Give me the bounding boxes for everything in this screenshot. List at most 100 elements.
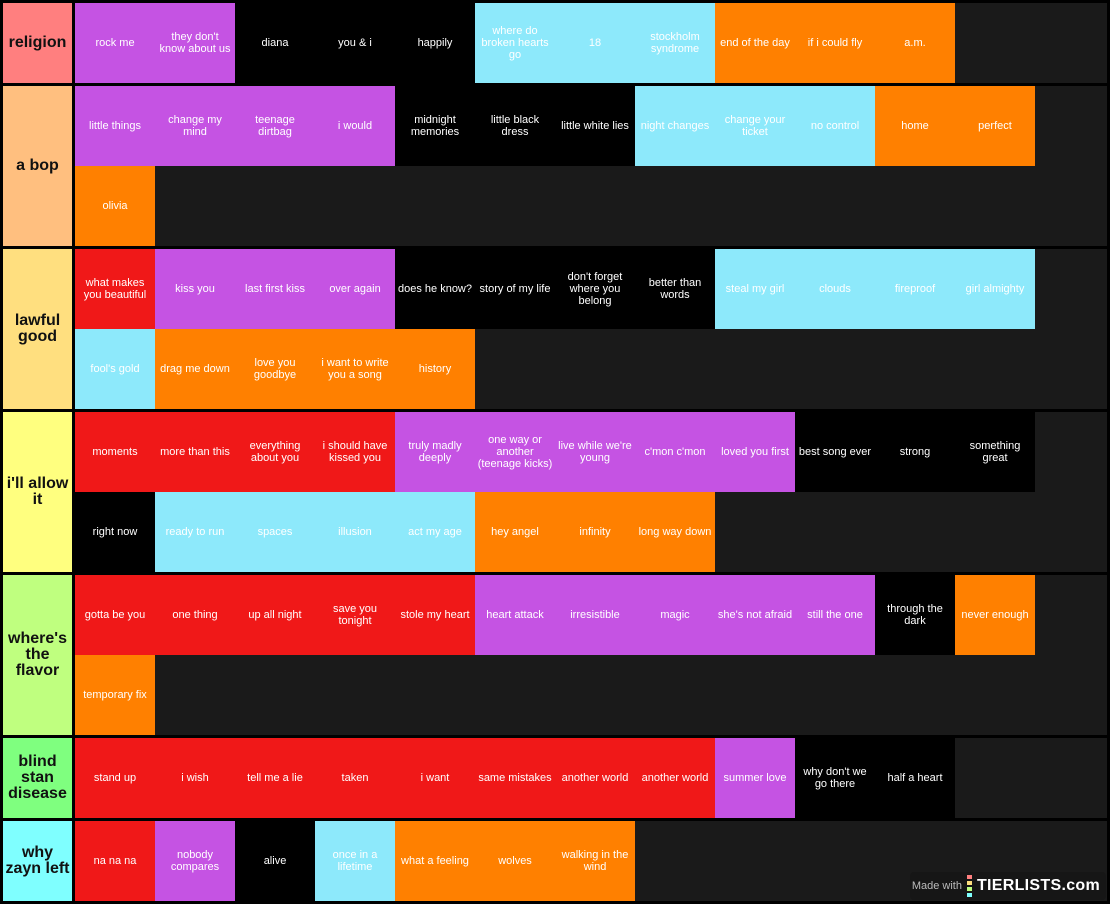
tier-item-card[interactable]: c'mon c'mon [635, 412, 715, 492]
tier-item-card[interactable]: 18 [555, 3, 635, 83]
tier-item-card[interactable]: i would [315, 86, 395, 166]
tier-item-card[interactable]: summer love [715, 738, 795, 818]
tier-item-card[interactable]: irresistible [555, 575, 635, 655]
tier-label[interactable]: i'll allow it [3, 412, 72, 572]
tier-label[interactable]: a bop [3, 86, 72, 246]
tier-item-card[interactable]: infinity [555, 492, 635, 572]
tier-item-card[interactable]: steal my girl [715, 249, 795, 329]
tier-item-card[interactable]: a.m. [875, 3, 955, 83]
tier-item-card[interactable]: i should have kissed you [315, 412, 395, 492]
tier-item-card[interactable]: same mistakes [475, 738, 555, 818]
tier-item-card[interactable]: best song ever [795, 412, 875, 492]
tier-item-card[interactable]: i wish [155, 738, 235, 818]
tier-item-card[interactable]: everything about you [235, 412, 315, 492]
tier-item-card[interactable]: little things [75, 86, 155, 166]
tier-item-card[interactable]: i want [395, 738, 475, 818]
tier-item-card[interactable]: one thing [155, 575, 235, 655]
tier-item-card[interactable]: love you goodbye [235, 329, 315, 409]
tier-item-card[interactable]: na na na [75, 821, 155, 901]
tier-item-card[interactable]: story of my life [475, 249, 555, 329]
tier-item-card[interactable]: nobody compares [155, 821, 235, 901]
tier-item-card[interactable]: night changes [635, 86, 715, 166]
tier-item-card[interactable]: home [875, 86, 955, 166]
tier-item-card[interactable]: does he know? [395, 249, 475, 329]
tier-item-card[interactable]: diana [235, 3, 315, 83]
tier-item-card[interactable]: half a heart [875, 738, 955, 818]
tier-item-card[interactable]: why don't we go there [795, 738, 875, 818]
tier-item-card[interactable]: end of the day [715, 3, 795, 83]
tier-item-card[interactable]: moments [75, 412, 155, 492]
tier-item-card[interactable]: wolves [475, 821, 555, 901]
tier-item-card[interactable]: they don't know about us [155, 3, 235, 83]
tier-item-card[interactable]: stole my heart [395, 575, 475, 655]
tier-item-card[interactable]: live while we're young [555, 412, 635, 492]
tier-item-card[interactable]: change my mind [155, 86, 235, 166]
made-with-badge[interactable]: Made with TIERLISTS.com [910, 872, 1106, 900]
tier-item-card[interactable]: loved you first [715, 412, 795, 492]
tier-item-card[interactable]: act my age [395, 492, 475, 572]
tier-item-card[interactable]: olivia [75, 166, 155, 246]
tier-item-card[interactable]: alive [235, 821, 315, 901]
tier-item-card[interactable]: up all night [235, 575, 315, 655]
tier-item-card[interactable]: still the one [795, 575, 875, 655]
tier-item-card[interactable]: better than words [635, 249, 715, 329]
tier-item-card[interactable]: through the dark [875, 575, 955, 655]
tier-item-card[interactable]: tell me a lie [235, 738, 315, 818]
tier-item-card[interactable]: fool's gold [75, 329, 155, 409]
tier-item-card[interactable]: long way down [635, 492, 715, 572]
tier-item-card[interactable]: never enough [955, 575, 1035, 655]
tier-item-card[interactable]: little black dress [475, 86, 555, 166]
tier-item-card[interactable]: once in a lifetime [315, 821, 395, 901]
tier-item-card[interactable]: what a feeling [395, 821, 475, 901]
tier-item-card[interactable]: one way or another (teenage kicks) [475, 412, 555, 492]
tier-item-card[interactable]: happily [395, 3, 475, 83]
tier-item-card[interactable]: spaces [235, 492, 315, 572]
tier-label[interactable]: where's the flavor [3, 575, 72, 735]
tier-item-card[interactable]: heart attack [475, 575, 555, 655]
tier-item-card[interactable]: more than this [155, 412, 235, 492]
tier-item-card[interactable]: another world [555, 738, 635, 818]
tier-label[interactable]: lawful good [3, 249, 72, 409]
tier-item-card[interactable]: clouds [795, 249, 875, 329]
tier-item-card[interactable]: ready to run [155, 492, 235, 572]
tier-item-card[interactable]: something great [955, 412, 1035, 492]
tier-item-card[interactable]: rock me [75, 3, 155, 83]
tier-item-card[interactable]: last first kiss [235, 249, 315, 329]
tier-item-card[interactable]: right now [75, 492, 155, 572]
tier-label[interactable]: blind stan disease [3, 738, 72, 818]
tier-item-card[interactable]: kiss you [155, 249, 235, 329]
tier-item-card[interactable]: midnight memories [395, 86, 475, 166]
tier-item-card[interactable]: girl almighty [955, 249, 1035, 329]
tier-item-card[interactable]: over again [315, 249, 395, 329]
tier-item-card[interactable]: if i could fly [795, 3, 875, 83]
tier-item-card[interactable]: no control [795, 86, 875, 166]
tier-item-card[interactable]: fireproof [875, 249, 955, 329]
tier-item-card[interactable]: drag me down [155, 329, 235, 409]
tier-label[interactable]: why zayn left [3, 821, 72, 901]
tier-item-card[interactable]: what makes you beautiful [75, 249, 155, 329]
tier-item-card[interactable]: stand up [75, 738, 155, 818]
tier-item-card[interactable]: magic [635, 575, 715, 655]
tier-item-card[interactable]: strong [875, 412, 955, 492]
tier-item-card[interactable]: temporary fix [75, 655, 155, 735]
tier-item-card[interactable]: taken [315, 738, 395, 818]
tier-item-card[interactable]: walking in the wind [555, 821, 635, 901]
tier-item-card[interactable]: you & i [315, 3, 395, 83]
tier-item-card[interactable]: teenage dirtbag [235, 86, 315, 166]
tier-item-card[interactable]: stockholm syndrome [635, 3, 715, 83]
tier-item-card[interactable]: where do broken hearts go [475, 3, 555, 83]
tier-item-card[interactable]: i want to write you a song [315, 329, 395, 409]
tier-item-card[interactable]: illusion [315, 492, 395, 572]
tier-item-card[interactable]: she's not afraid [715, 575, 795, 655]
tier-item-card[interactable]: history [395, 329, 475, 409]
tier-item-card[interactable]: another world [635, 738, 715, 818]
tier-item-card[interactable]: save you tonight [315, 575, 395, 655]
tier-item-card[interactable]: change your ticket [715, 86, 795, 166]
tier-item-card[interactable]: hey angel [475, 492, 555, 572]
tier-item-card[interactable]: little white lies [555, 86, 635, 166]
tier-item-card[interactable]: perfect [955, 86, 1035, 166]
tier-item-card[interactable]: don't forget where you belong [555, 249, 635, 329]
tier-label[interactable]: religion [3, 3, 72, 83]
tier-item-card[interactable]: gotta be you [75, 575, 155, 655]
tier-item-card[interactable]: truly madly deeply [395, 412, 475, 492]
